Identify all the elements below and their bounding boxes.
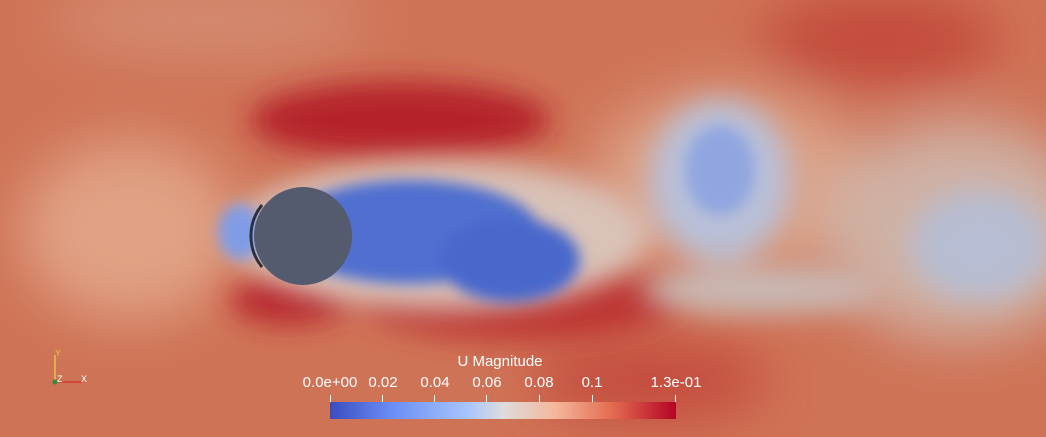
colorbar-tick-mark — [539, 395, 540, 406]
colorbar-tick-label: 0.06 — [472, 374, 502, 391]
large-scale-regions — [20, 0, 1046, 420]
colorbar-tick-mark — [330, 395, 331, 406]
colorbar-tick-mark — [382, 395, 383, 406]
colorbar-tick-mark — [675, 395, 676, 406]
colorbar-tick-mark — [486, 395, 487, 406]
axis-y-label: Y — [55, 348, 62, 358]
colorbar — [330, 402, 676, 419]
colorbar-tick-mark — [592, 395, 593, 406]
colorbar-tick-mark — [434, 395, 435, 406]
axis-x-label: X — [81, 374, 88, 384]
colorbar-tick-label: 0.08 — [524, 374, 554, 391]
axis-z-label: Z — [57, 374, 63, 384]
colorbar-tick-label: 0.0e+00 — [302, 374, 358, 391]
colorbar-tick-label: 0.1 — [581, 374, 603, 391]
orientation-axes: Y Z X — [46, 348, 96, 390]
axes-icon — [52, 355, 82, 385]
colorbar-tick-label: 0.04 — [420, 374, 450, 391]
cylinder — [254, 187, 352, 285]
colorbar-tick-label: 0.02 — [368, 374, 398, 391]
wake-core — [218, 125, 755, 302]
colorbar-tick-label: 1.3e-01 — [650, 374, 702, 391]
colorbar-title: U Magnitude — [457, 353, 543, 370]
